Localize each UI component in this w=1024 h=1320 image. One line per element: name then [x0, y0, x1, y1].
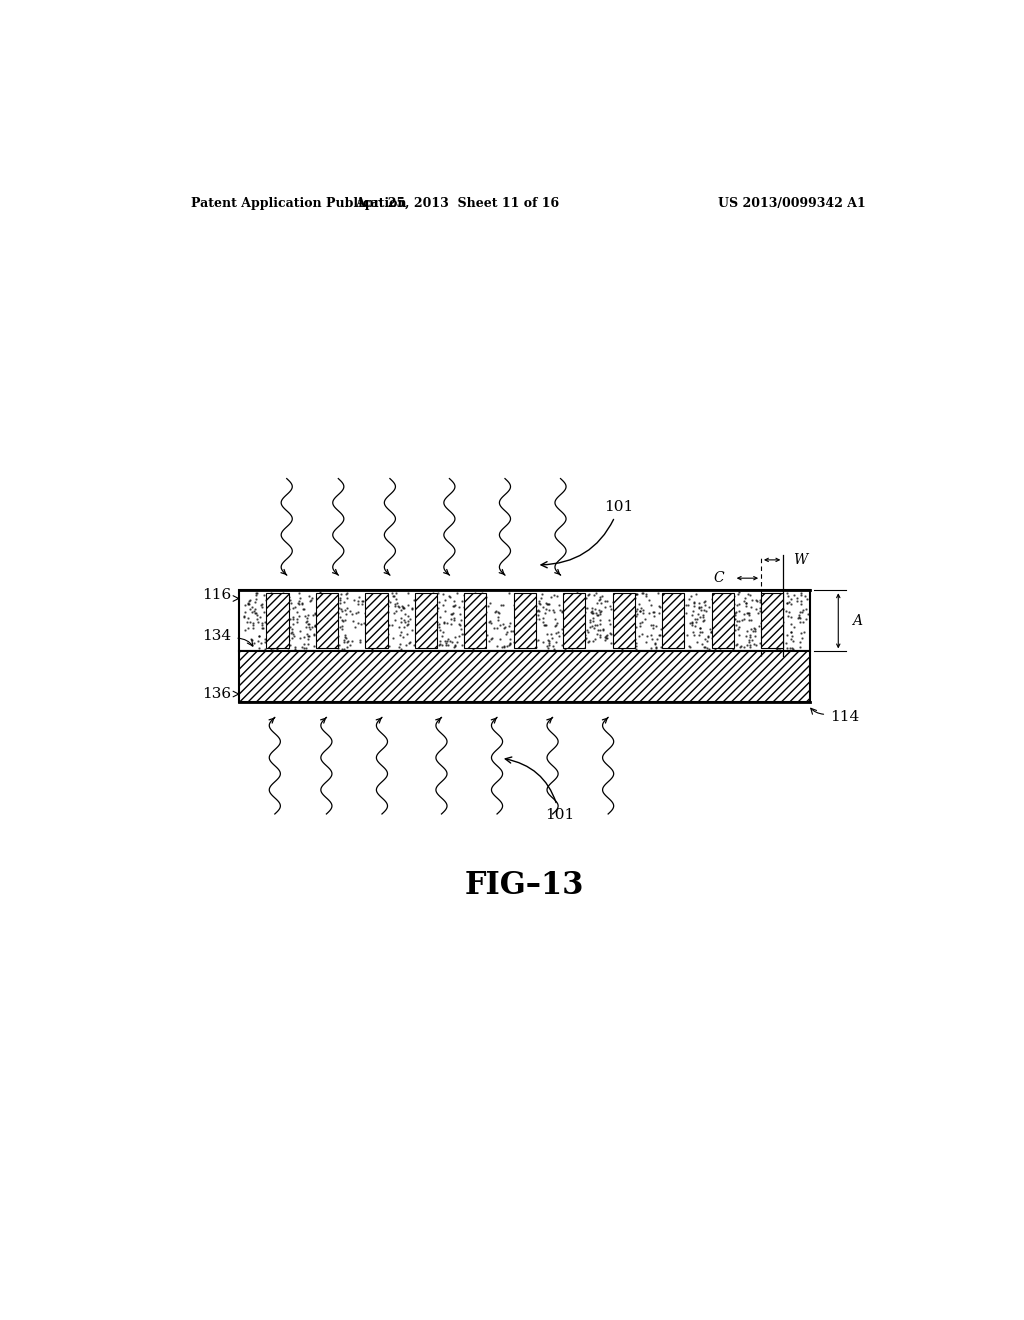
Bar — [464, 594, 486, 648]
Text: A: A — [853, 614, 862, 628]
Text: 101: 101 — [505, 756, 573, 822]
Text: C: C — [714, 572, 724, 585]
Text: 114: 114 — [830, 710, 859, 725]
Bar — [266, 594, 289, 648]
Bar — [514, 594, 536, 648]
Bar — [612, 594, 635, 648]
Bar — [240, 590, 811, 651]
Text: W: W — [793, 553, 807, 566]
Bar — [712, 594, 734, 648]
Bar — [563, 594, 586, 648]
Text: Apr. 25, 2013  Sheet 11 of 16: Apr. 25, 2013 Sheet 11 of 16 — [355, 197, 559, 210]
Text: US 2013/0099342 A1: US 2013/0099342 A1 — [718, 197, 866, 210]
Text: 116: 116 — [202, 589, 231, 602]
Text: FIG–13: FIG–13 — [465, 870, 585, 900]
Bar — [366, 594, 387, 648]
Text: 101: 101 — [541, 500, 634, 568]
Bar — [663, 594, 684, 648]
Text: Patent Application Publication: Patent Application Publication — [191, 197, 407, 210]
Text: 136: 136 — [202, 686, 231, 701]
Bar — [315, 594, 338, 648]
Bar — [415, 594, 437, 648]
Bar — [240, 651, 811, 702]
Bar — [761, 594, 783, 648]
Text: 134: 134 — [202, 630, 231, 643]
